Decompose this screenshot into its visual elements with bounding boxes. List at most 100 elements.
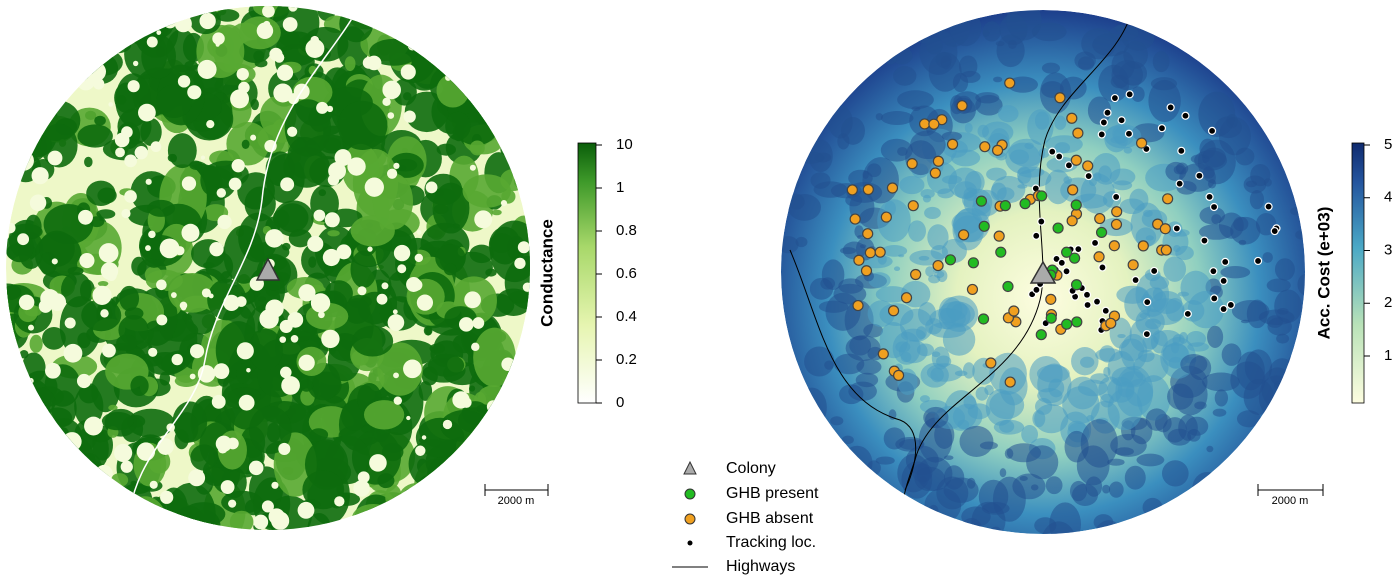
clearing [135, 146, 148, 159]
clearing [217, 188, 226, 197]
forest-patch [308, 513, 331, 542]
cost-patch [1168, 429, 1192, 446]
forest-patch [467, 439, 488, 453]
forest-patch [116, 335, 137, 351]
forest-patch [467, 463, 516, 492]
clearing [394, 396, 402, 404]
clearing [156, 30, 161, 35]
forest-patch [56, 12, 102, 41]
location-point [948, 139, 958, 149]
cost-patch [867, 460, 881, 475]
forest-patch [465, 438, 503, 470]
clearing [328, 174, 339, 185]
location-point [979, 314, 989, 324]
clearing [288, 2, 298, 12]
cost-patch [1032, 23, 1067, 42]
forest-patch [57, 50, 70, 59]
clearing [280, 177, 294, 191]
clearing [518, 241, 530, 253]
cost-map [778, 1, 1314, 569]
clearing [187, 85, 201, 99]
clearing [443, 420, 452, 429]
clearing [146, 179, 152, 185]
forest-patch [12, 0, 55, 36]
location-point [1033, 286, 1040, 293]
location-point [1073, 128, 1083, 138]
forest-patch [354, 495, 397, 546]
clearing [445, 39, 458, 52]
clearing [60, 39, 78, 57]
cost-patch [1102, 485, 1110, 494]
cost-patch [911, 106, 920, 111]
cost-patch [1173, 245, 1180, 252]
cost-patch [1262, 252, 1272, 263]
cost-patch [1007, 443, 1041, 462]
forest-patch [490, 31, 507, 42]
clearing [274, 53, 284, 63]
clearing [133, 61, 138, 66]
cost-patch [867, 163, 881, 177]
forest-patch [11, 385, 19, 397]
forest-patch [476, 19, 496, 40]
location-point [967, 284, 977, 294]
clearing [163, 15, 177, 29]
cost-patch [975, 92, 999, 103]
cost-patch [1192, 472, 1222, 504]
forest-patch [401, 488, 426, 509]
cost-patch [1198, 92, 1235, 137]
clearing [367, 56, 382, 71]
cost-patch [1222, 343, 1242, 366]
cost-patch [960, 71, 980, 83]
clearing [277, 65, 293, 81]
location-point [1222, 258, 1229, 265]
clearing [65, 317, 76, 328]
clearing [199, 13, 215, 29]
forest-patch [2, 461, 36, 480]
clearing [387, 112, 394, 119]
clearing [369, 454, 387, 472]
forest-patch [431, 479, 438, 488]
clearing [124, 190, 137, 203]
forest-patch [51, 63, 59, 71]
location-point [1085, 173, 1092, 180]
forest-patch [7, 414, 54, 467]
forest-patch [20, 350, 29, 359]
legend-label: GHB absent [726, 510, 814, 527]
cost-patch [921, 363, 949, 388]
location-point [920, 119, 930, 129]
clearing [202, 288, 211, 297]
forest-patch [70, 1, 102, 32]
cost-patch [1180, 354, 1207, 374]
location-point [1094, 298, 1101, 305]
clearing [62, 455, 78, 471]
clearing [106, 270, 117, 281]
location-point [881, 212, 891, 222]
page: {"left_map": {"colorbar": {"title": "Con… [0, 0, 1400, 584]
cost-patch [1103, 367, 1110, 377]
clearing [239, 395, 255, 411]
clearing [393, 163, 399, 169]
cost-patch [1120, 198, 1145, 214]
clearing [470, 165, 476, 171]
location-point [976, 196, 986, 206]
forest-patch [114, 501, 161, 547]
clearing [175, 15, 192, 32]
clearing [229, 178, 242, 191]
clearing [95, 465, 113, 483]
conductance-map [0, 0, 554, 564]
clearing [262, 5, 275, 18]
forest-patch [67, 513, 105, 541]
clearing [230, 89, 249, 108]
forest-patch [469, 0, 507, 31]
cost-patch [840, 247, 856, 254]
cost-patch [936, 52, 952, 67]
location-point [1038, 218, 1045, 225]
location-point [979, 221, 989, 231]
forest-patch [111, 473, 128, 487]
forest-patch [147, 200, 175, 217]
clearing [237, 342, 254, 359]
location-point [1196, 172, 1203, 179]
location-point [1144, 299, 1151, 306]
colorbar-tick-label: 2 [1384, 294, 1392, 311]
location-point [1138, 241, 1148, 251]
